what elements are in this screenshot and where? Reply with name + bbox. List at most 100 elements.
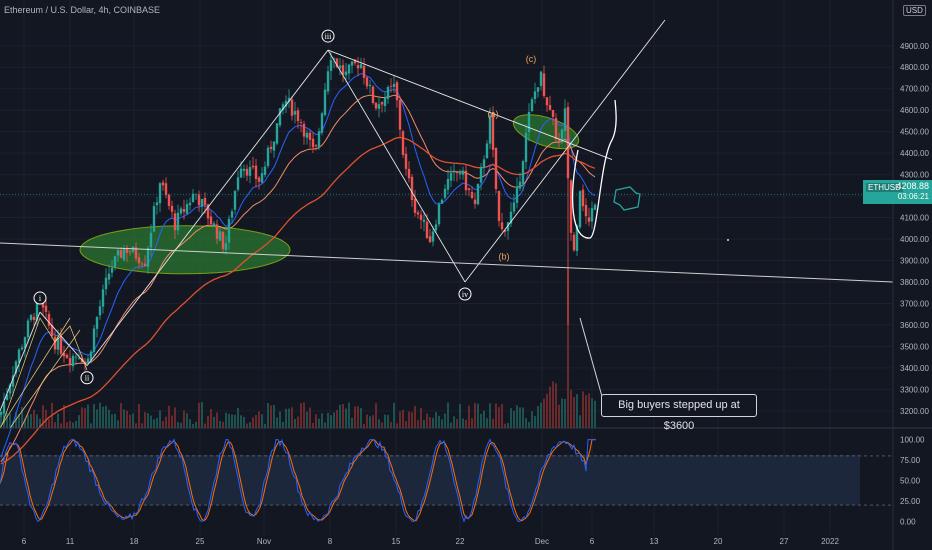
candle-body — [143, 263, 147, 267]
volume-bar — [192, 423, 194, 428]
volume-bar — [123, 409, 125, 428]
price-label-countdown: 03:06:21 — [897, 192, 929, 201]
volume-bar — [33, 409, 35, 428]
volume-bar — [180, 422, 182, 428]
candle-body — [356, 64, 360, 69]
candle-body — [50, 325, 54, 336]
volume-bar — [384, 414, 386, 428]
volume-bar — [213, 416, 215, 428]
volume-bar — [57, 413, 59, 428]
candle-body — [422, 219, 426, 222]
candle-body — [95, 317, 99, 329]
volume-bar — [21, 406, 23, 428]
volume-bar — [285, 408, 287, 428]
wave-upper-trendline — [327, 49, 613, 160]
volume-bar — [138, 404, 140, 428]
candle-body — [518, 181, 522, 189]
volume-bar — [312, 423, 314, 428]
candle-body — [374, 102, 378, 109]
candle-body — [554, 118, 558, 140]
candle-body — [479, 166, 483, 183]
candle-body — [191, 193, 195, 203]
volume-bar — [231, 414, 233, 428]
volume-bar — [252, 417, 254, 428]
candle-body — [431, 231, 435, 242]
stoch-axis[interactable]: 0.00 25.00 50.00 75.00 100.00 — [900, 436, 925, 527]
time-tick-label: 22 — [456, 537, 465, 546]
candle-body — [233, 190, 237, 210]
volume-bar — [465, 419, 467, 428]
volume-bar — [330, 415, 332, 428]
volume-bar — [303, 402, 305, 428]
neckline — [0, 242, 894, 283]
price-axis[interactable]: 3200.00 3300.00 3400.00 3500.00 3600.00 3700.… — [900, 42, 929, 416]
volume-bar — [369, 416, 371, 428]
price-tick-label: 3300.00 — [900, 385, 929, 394]
volume-bar — [102, 406, 104, 428]
candle-body — [335, 58, 339, 68]
candle-body — [104, 277, 108, 290]
candle-body — [8, 384, 12, 394]
volume-bar — [297, 416, 299, 428]
candle-body — [425, 221, 429, 239]
candle-body — [254, 165, 258, 179]
candle-body — [146, 247, 150, 267]
candle-body — [590, 208, 594, 222]
candle-body — [272, 141, 276, 151]
volume-bar — [6, 413, 8, 428]
candle-body — [173, 213, 177, 231]
candle-body — [299, 122, 303, 124]
candle-body — [65, 354, 69, 359]
candle-body — [509, 211, 513, 224]
volume-bar — [582, 391, 584, 428]
currency-badge[interactable]: USD — [903, 5, 926, 16]
candle-body — [281, 104, 285, 110]
micro-channel-lines — [0, 317, 81, 429]
candle-body — [455, 171, 459, 173]
volume-bar — [438, 415, 440, 428]
candle-body — [161, 182, 165, 186]
volume-bar — [120, 402, 122, 428]
stoch-tick-label: 50.00 — [900, 477, 921, 486]
volume-bar — [129, 414, 131, 428]
volume-bar — [417, 420, 419, 428]
wave-label-circle-iv — [458, 287, 472, 301]
last-price-label: ETHUSD 4208.88 03:06:21 — [863, 180, 932, 204]
candle-body — [593, 204, 597, 210]
volume-bar — [534, 415, 536, 428]
candle-body — [59, 336, 63, 354]
volume-bar — [45, 409, 47, 428]
volume-bar — [408, 411, 410, 428]
candle-body — [0, 411, 3, 415]
volume-bar — [147, 413, 149, 428]
candle-body — [512, 202, 516, 212]
candle-body — [527, 111, 531, 132]
time-axis[interactable]: 6 11 18 25 Nov 8 15 22 Dec 6 13 20 27 2022 — [22, 537, 840, 546]
candle-body — [242, 168, 246, 171]
candle-body — [311, 138, 315, 148]
candle-body — [416, 212, 420, 215]
volume-bar — [348, 402, 350, 428]
candle-body — [380, 102, 384, 105]
volume-bar — [171, 415, 173, 428]
candle-body — [449, 173, 453, 181]
candle-body — [440, 199, 444, 204]
candle-body — [296, 110, 300, 122]
volume-bar — [501, 404, 503, 428]
candle-body — [494, 147, 498, 190]
stoch-tick-label: 0.00 — [900, 517, 916, 526]
candle-body — [158, 183, 162, 204]
time-tick-label: Nov — [257, 537, 271, 546]
volume-bar — [441, 419, 443, 428]
volume-bar — [204, 423, 206, 428]
price-tick-label: 4900.00 — [900, 42, 929, 51]
volume-bar — [159, 410, 161, 428]
annotation-callout[interactable]: Big buyers stepped up at $3600 — [601, 394, 757, 432]
volume-bar — [111, 414, 113, 428]
wave-label-circle-ii — [80, 371, 94, 385]
candle-body — [131, 246, 135, 253]
volume-bar — [153, 419, 155, 428]
stoch-tick-label: 100.00 — [900, 436, 925, 445]
wave-line-i-ii — [39, 311, 88, 367]
